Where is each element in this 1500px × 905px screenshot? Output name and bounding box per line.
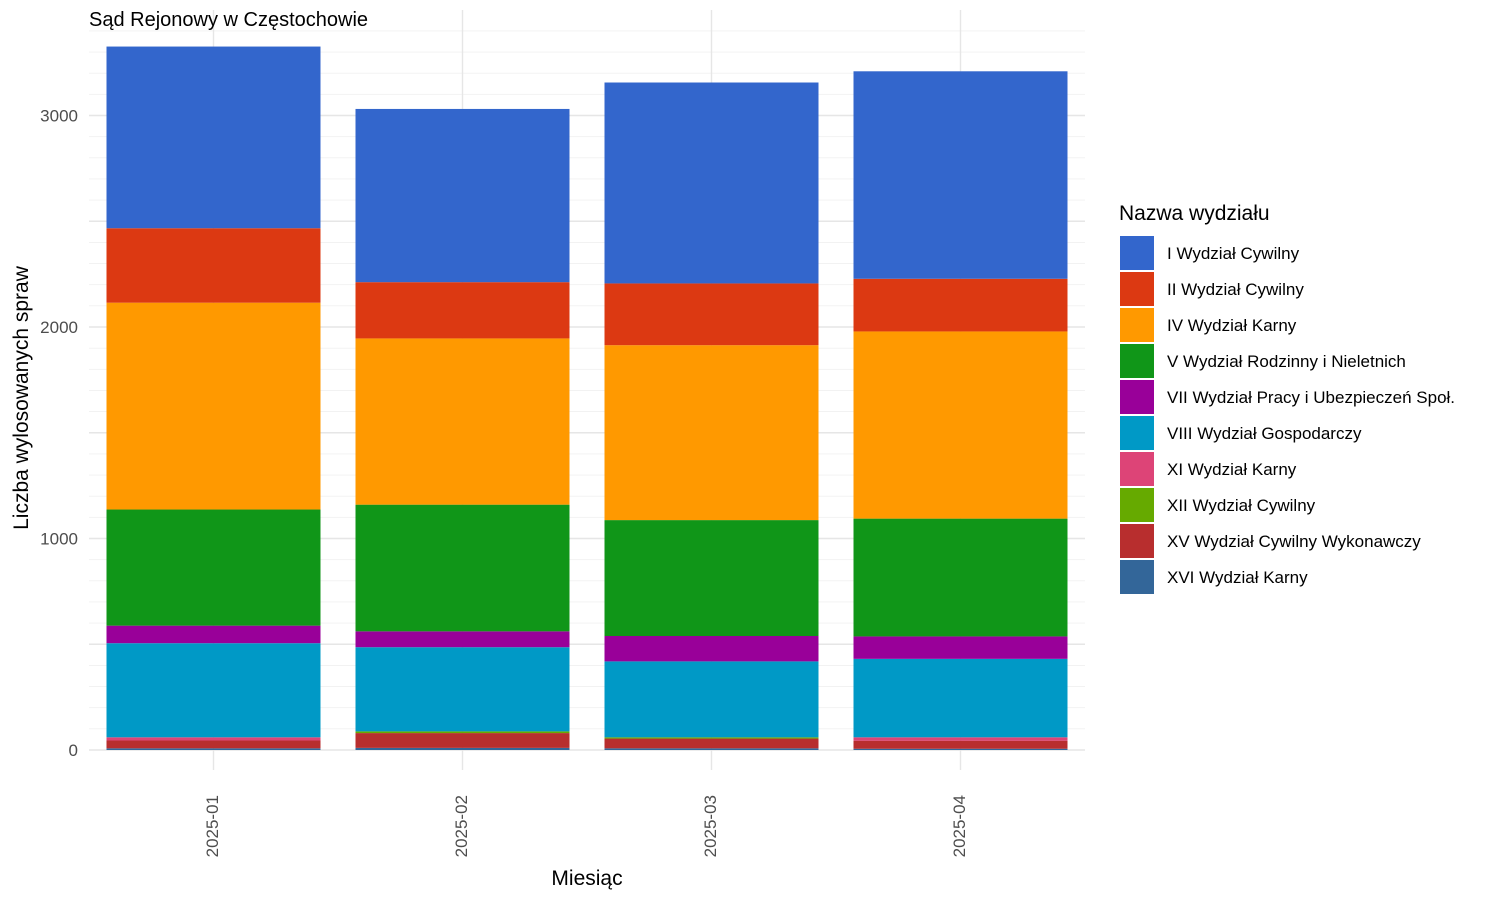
legend-swatch	[1120, 272, 1154, 306]
legend-swatch	[1120, 308, 1154, 342]
bar-segment	[853, 740, 1068, 749]
bar-segment	[604, 345, 819, 521]
legend-label: XI Wydział Karny	[1167, 460, 1297, 479]
x-axis-label: Miesiąc	[551, 867, 622, 890]
legend-swatch	[1120, 416, 1154, 450]
x-tick-label: 2025-04	[950, 795, 969, 857]
bar-segment	[106, 302, 321, 510]
legend: I Wydział Cywilny II Wydział Cywilny IV Wy…	[1120, 236, 1455, 594]
bar-segment	[106, 737, 321, 741]
legend-swatch	[1120, 344, 1154, 378]
legend-label: IV Wydział Karny	[1167, 316, 1297, 335]
bar-segment	[355, 504, 570, 632]
bar-segment	[106, 46, 321, 229]
bar-segment	[853, 636, 1068, 659]
chart-title: Sąd Rejonowy w Częstochowie	[89, 9, 368, 31]
legend-label: I Wydział Cywilny	[1167, 244, 1300, 263]
bar-segment	[853, 331, 1068, 519]
bar-segment	[355, 733, 570, 748]
bar-segment	[106, 228, 321, 303]
bar-segment	[355, 631, 570, 648]
bar-segment	[604, 738, 819, 749]
y-axis-label: Liczba wylosowanych spraw	[10, 265, 33, 530]
bars	[106, 46, 1068, 750]
bar-segment	[604, 283, 819, 346]
legend-swatch	[1120, 380, 1154, 414]
y-tick-label: 1000	[40, 530, 78, 549]
x-axis-ticks: 2025-01 2025-02 2025-03 2025-04	[203, 795, 969, 857]
legend-swatch	[1120, 488, 1154, 522]
legend-swatch	[1120, 524, 1154, 558]
bar-segment	[355, 747, 570, 750]
bar-segment	[853, 737, 1068, 741]
bar-segment	[604, 636, 819, 662]
legend-label: V Wydział Rodzinny i Nieletnich	[1167, 352, 1406, 371]
legend-swatch	[1120, 560, 1154, 594]
bar-segment	[106, 625, 321, 644]
bar-segment	[355, 338, 570, 505]
bar-segment	[604, 748, 819, 750]
bar-segment	[355, 108, 570, 283]
y-tick-label: 3000	[40, 107, 78, 126]
bar-segment	[604, 520, 819, 637]
bar-segment	[106, 748, 321, 750]
bar-segment	[853, 71, 1068, 279]
legend-swatch	[1120, 452, 1154, 486]
y-axis-ticks: 0 1000 2000 3000	[40, 107, 78, 761]
legend-label: VIII Wydział Gospodarczy	[1167, 424, 1362, 443]
legend-title: Nazwa wydziału	[1119, 202, 1270, 225]
x-tick-label: 2025-03	[701, 795, 720, 857]
legend-label: XV Wydział Cywilny Wykonawczy	[1167, 532, 1421, 551]
y-tick-label: 0	[69, 741, 78, 760]
bar-segment	[355, 647, 570, 732]
x-tick-label: 2025-01	[203, 795, 222, 857]
legend-label: VII Wydział Pracy i Ubezpieczeń Społ.	[1167, 388, 1455, 407]
bar-segment	[355, 731, 570, 734]
legend-label: XVI Wydział Karny	[1167, 568, 1308, 587]
legend-label: II Wydział Cywilny	[1167, 280, 1304, 299]
y-tick-label: 2000	[40, 318, 78, 337]
bar-segment	[604, 82, 819, 284]
bar-segment	[853, 278, 1068, 332]
x-tick-label: 2025-02	[452, 795, 471, 857]
bar-segment	[853, 518, 1068, 637]
bar-segment	[106, 509, 321, 626]
bar-segment	[604, 737, 819, 739]
bar-segment	[604, 661, 819, 738]
bar-segment	[355, 282, 570, 339]
bar-segment	[106, 643, 321, 738]
bar-segment	[853, 658, 1068, 738]
legend-swatch	[1120, 236, 1154, 270]
bar-segment	[106, 740, 321, 749]
legend-label: XII Wydział Cywilny	[1167, 496, 1316, 515]
bar-segment	[853, 748, 1068, 750]
